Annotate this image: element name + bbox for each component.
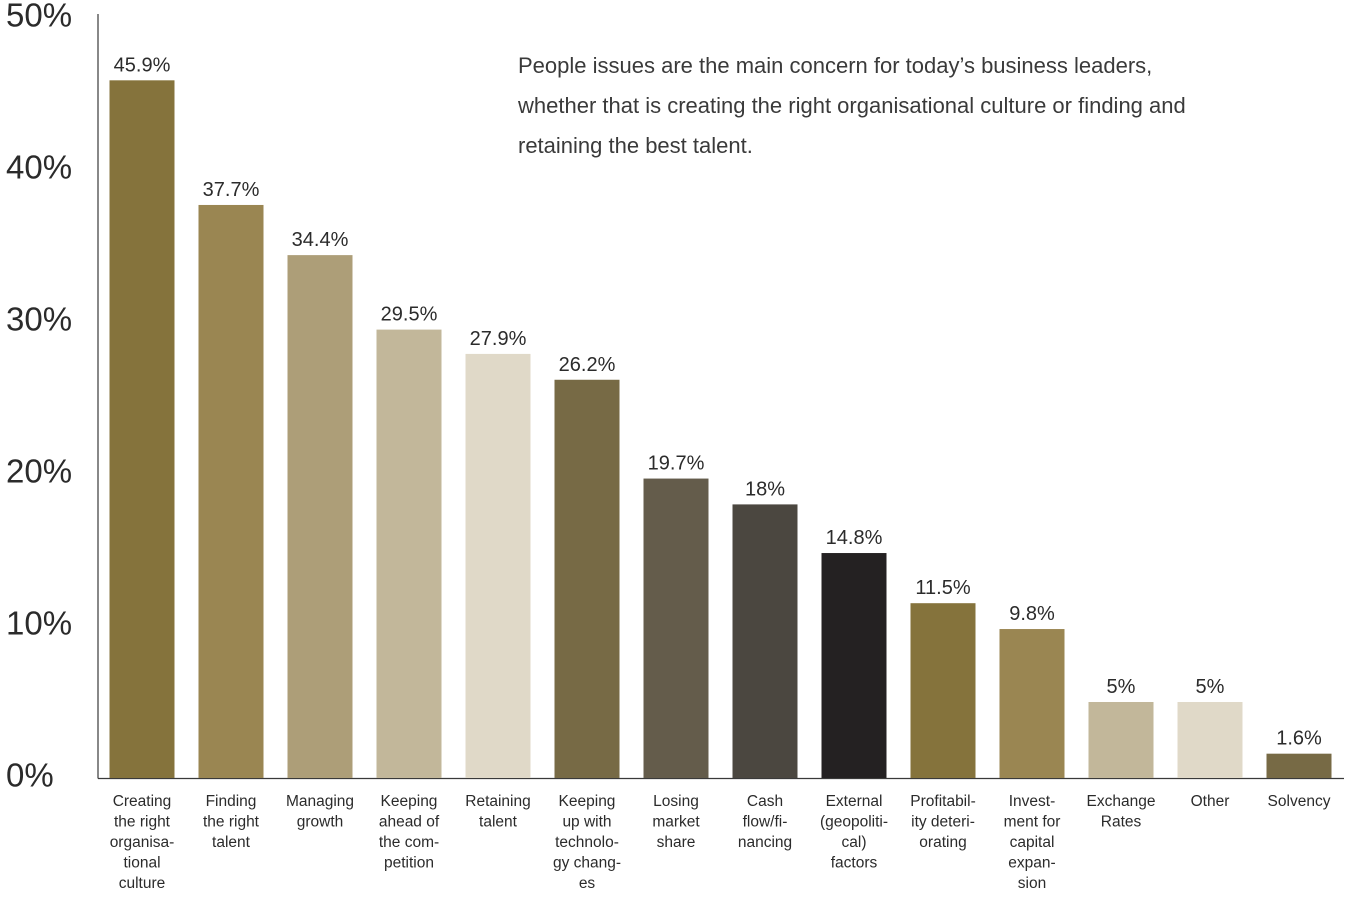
category-label: Solvency xyxy=(1268,793,1331,810)
value-label: 5% xyxy=(1107,676,1136,698)
chart-annotation: People issues are the main concern for t… xyxy=(518,53,1186,158)
value-label: 37.7% xyxy=(203,179,260,201)
y-tick-label: 50% xyxy=(6,0,72,34)
value-label: 1.6% xyxy=(1276,728,1322,750)
bar xyxy=(732,504,798,778)
category-label: Keeping ahead of the com-petition xyxy=(379,793,440,872)
bar xyxy=(821,553,887,778)
category-label: Retaining talent xyxy=(465,793,531,831)
category-label: Exchange Rates xyxy=(1087,793,1156,831)
category-label: Invest-ment for capital expan-sion xyxy=(1004,793,1061,892)
bar xyxy=(198,204,264,778)
bar xyxy=(376,329,442,778)
category-label: External (geopoliti-cal) factors xyxy=(820,793,888,872)
value-label: 27.9% xyxy=(470,328,527,350)
category-label: Creating the right organisa-tional culture xyxy=(110,793,175,892)
value-label: 18% xyxy=(745,478,785,500)
bar xyxy=(554,379,620,778)
bar xyxy=(287,255,353,778)
bar xyxy=(643,478,709,778)
value-label: 11.5% xyxy=(915,577,970,599)
bar xyxy=(910,603,976,778)
category-label: Losing market share xyxy=(652,793,700,851)
y-tick-label: 40% xyxy=(6,149,72,186)
bar xyxy=(109,80,175,778)
category-label: Cash flow/fi-nancing xyxy=(738,793,792,851)
bar xyxy=(1088,702,1154,778)
category-label: Keeping up with technolo-gy chang-es xyxy=(553,793,621,892)
value-label: 45.9% xyxy=(114,54,171,76)
bar xyxy=(465,353,531,778)
value-label: 34.4% xyxy=(292,229,349,251)
value-label: 26.2% xyxy=(559,354,616,376)
value-label: 9.8% xyxy=(1009,603,1055,625)
bar xyxy=(1266,753,1332,778)
value-label: 29.5% xyxy=(381,304,438,326)
y-tick-label: 20% xyxy=(6,453,72,490)
category-label: Finding the right talent xyxy=(203,793,260,851)
bar xyxy=(1177,702,1243,778)
category-label: Profitabil-ity deteri-orating xyxy=(910,793,975,851)
y-tick-label: 30% xyxy=(6,301,72,338)
y-tick-label: 10% xyxy=(6,605,72,642)
value-label: 5% xyxy=(1196,676,1225,698)
value-label: 19.7% xyxy=(648,453,705,475)
bar xyxy=(999,629,1065,778)
y-tick-label: 0% xyxy=(6,757,54,794)
category-label: Other xyxy=(1191,793,1230,810)
value-label: 14.8% xyxy=(826,527,883,549)
category-label: Managing growth xyxy=(286,793,354,831)
